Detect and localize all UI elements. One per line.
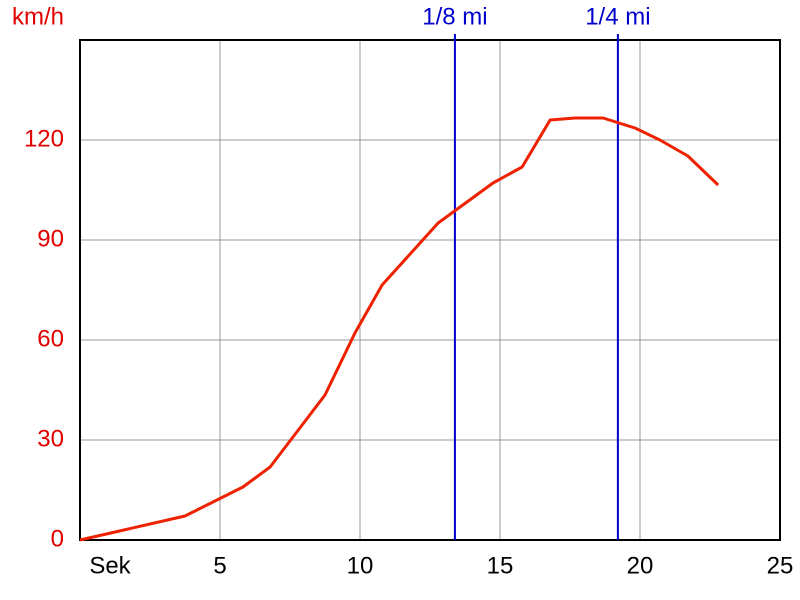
x-tick-label: 20 bbox=[627, 552, 654, 579]
y-axis-label: km/h bbox=[12, 3, 64, 30]
y-tick-label: 90 bbox=[37, 225, 64, 252]
distance-marker-label: 1/8 mi bbox=[422, 3, 487, 30]
y-tick-label: 0 bbox=[51, 525, 64, 552]
x-axis-label: Sek bbox=[89, 552, 131, 579]
x-tick-label: 25 bbox=[767, 552, 794, 579]
y-tick-label: 30 bbox=[37, 425, 64, 452]
x-tick-label: 5 bbox=[213, 552, 226, 579]
x-tick-label: 15 bbox=[487, 552, 514, 579]
y-tick-label: 60 bbox=[37, 325, 64, 352]
y-tick-label: 120 bbox=[24, 125, 64, 152]
speed-line bbox=[79, 116, 720, 542]
x-tick-label: 10 bbox=[347, 552, 374, 579]
distance-marker-label: 1/4 mi bbox=[585, 3, 650, 30]
plot-frame bbox=[79, 39, 781, 541]
